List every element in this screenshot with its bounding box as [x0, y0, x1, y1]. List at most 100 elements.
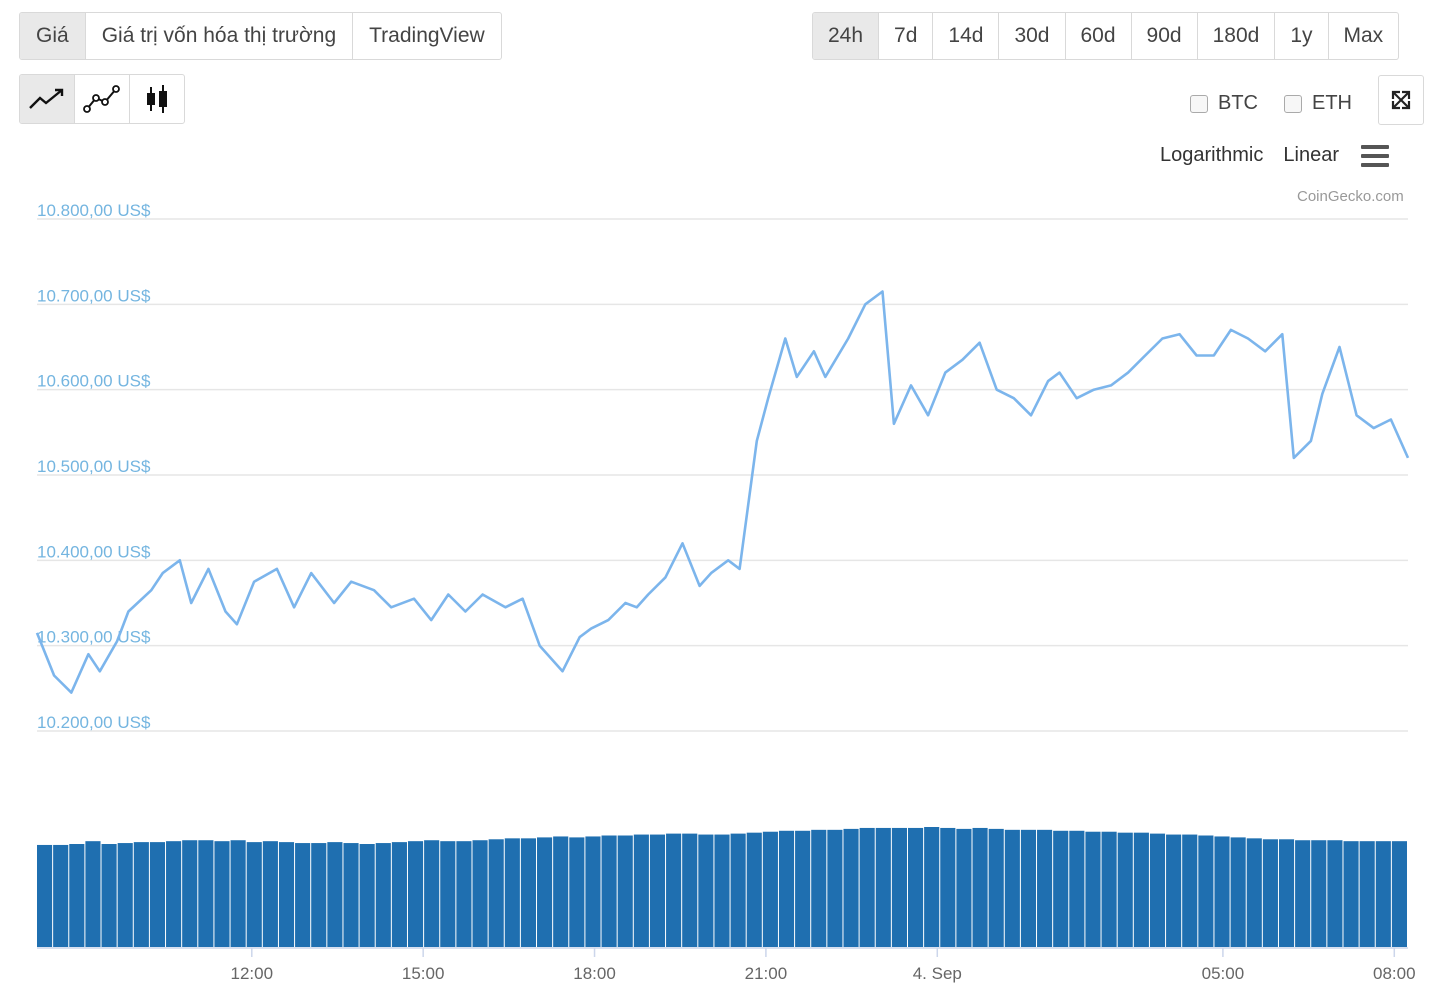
linear-button[interactable]: Linear: [1283, 144, 1339, 166]
volume-bar: [69, 844, 85, 947]
line-points-chart-icon: [83, 85, 120, 113]
volume-bar: [762, 831, 778, 947]
expand-icon: [1391, 90, 1411, 110]
hamburger-menu-icon[interactable]: [1361, 144, 1389, 167]
price-line: [35, 290, 1410, 694]
volume-bar: [214, 841, 230, 947]
tab-price[interactable]: Giá: [20, 13, 85, 59]
volume-bar: [666, 833, 682, 947]
volume-bar: [1262, 839, 1278, 947]
volume-bar: [698, 834, 714, 947]
fullscreen-button[interactable]: [1378, 75, 1424, 125]
volume-bar: [375, 843, 391, 947]
volume-bar: [311, 843, 327, 947]
volume-bar: [601, 835, 617, 947]
volume-bar: [101, 844, 117, 947]
volume-bar: [246, 842, 262, 947]
line-points-chart-button[interactable]: [74, 75, 129, 123]
tab-market-cap[interactable]: Giá trị vốn hóa thị trường: [84, 13, 352, 59]
volume-bar: [940, 827, 956, 947]
volume-bar: [520, 838, 537, 947]
range-1y-button[interactable]: 1y: [1274, 13, 1327, 59]
y-tick-label: 10.800,00 US$: [37, 201, 151, 220]
range-90d-button[interactable]: 90d: [1130, 13, 1197, 59]
volume-bar: [730, 833, 746, 947]
volume-bar: [682, 833, 698, 947]
range-24h-button[interactable]: 24h: [813, 13, 879, 59]
compare-eth[interactable]: ETH: [1284, 92, 1352, 115]
volume-bar: [440, 841, 456, 947]
compare-btc[interactable]: BTC: [1190, 92, 1258, 115]
chart-credits[interactable]: CoinGecko.com: [1297, 188, 1404, 205]
volume-bar: [1198, 835, 1214, 947]
range-30d-button[interactable]: 30d: [998, 13, 1064, 59]
volume-bar: [1230, 837, 1246, 947]
x-tick-label: 05:00: [1202, 964, 1245, 983]
range-14d-button[interactable]: 14d: [932, 13, 998, 59]
volume-bar: [1182, 834, 1198, 947]
eth-checkbox[interactable]: [1284, 94, 1302, 113]
x-tick-label: 12:00: [231, 964, 274, 983]
volume-bar: [795, 830, 811, 947]
volume-bar: [182, 840, 198, 947]
volume-bar: [343, 843, 359, 947]
line-chart-button[interactable]: [20, 75, 74, 123]
compare-options: BTC ETH: [1190, 92, 1352, 115]
volume-bar: [1117, 832, 1133, 947]
volume-bar: [117, 843, 133, 947]
volume-bar: [859, 827, 875, 947]
volume-bar: [1020, 829, 1037, 947]
volume-bar: [875, 827, 891, 947]
logarithmic-button[interactable]: Logarithmic: [1160, 144, 1264, 166]
volume-bar: [295, 843, 311, 947]
volume-bar: [407, 841, 424, 947]
volume-bar: [149, 842, 166, 947]
volume-bar: [37, 844, 53, 947]
volume-bar: [585, 836, 601, 947]
volume-bar: [633, 834, 649, 947]
volume-bar: [746, 832, 762, 947]
candlestick-chart-icon: [147, 85, 167, 113]
volume-bar: [972, 827, 988, 947]
y-tick-label: 10.300,00 US$: [37, 628, 151, 647]
volume-bar: [891, 827, 907, 947]
volume-bar: [327, 842, 343, 947]
volume-bar: [827, 829, 843, 947]
tab-tradingview[interactable]: TradingView: [352, 13, 501, 59]
volume-bar: [1278, 839, 1295, 947]
volume-bar: [1101, 831, 1117, 947]
eth-label: ETH: [1312, 92, 1352, 114]
volume-bar: [504, 838, 520, 947]
y-tick-label: 10.700,00 US$: [37, 286, 151, 305]
volume-bar: [649, 834, 666, 947]
volume-bar: [1149, 833, 1166, 947]
line-chart-icon: [29, 88, 64, 109]
btc-label: BTC: [1218, 92, 1258, 114]
range-7d-button[interactable]: 7d: [878, 13, 932, 59]
volume-bar: [1069, 830, 1085, 947]
volume-bar: [1375, 841, 1391, 947]
volume-bar: [617, 835, 633, 947]
volume-bar: [1053, 830, 1069, 947]
volume-bar: [1343, 841, 1359, 947]
range-60d-button[interactable]: 60d: [1064, 13, 1131, 59]
volume-bar: [133, 842, 149, 947]
volume-bar: [53, 844, 69, 947]
range-180d-button[interactable]: 180d: [1196, 13, 1275, 59]
volume-bar: [907, 827, 924, 947]
volume-bar: [262, 841, 278, 947]
volume-bar: [472, 840, 488, 947]
volume-bar: [278, 842, 295, 947]
y-tick-label: 10.200,00 US$: [37, 713, 151, 732]
chart-view-tabs: Giá Giá trị vốn hóa thị trường TradingVi…: [19, 12, 502, 60]
candlestick-chart-button[interactable]: [129, 75, 184, 123]
range-max-button[interactable]: Max: [1327, 13, 1399, 59]
time-range-selector: 24h 7d 14d 30d 60d 90d 180d 1y Max: [812, 12, 1400, 60]
x-tick-label: 08:00: [1373, 964, 1416, 983]
btc-checkbox[interactable]: [1190, 94, 1208, 113]
volume-bar: [778, 830, 795, 947]
volume-bar: [230, 840, 246, 947]
volume-bar: [537, 837, 553, 947]
volume-bar: [553, 836, 569, 947]
